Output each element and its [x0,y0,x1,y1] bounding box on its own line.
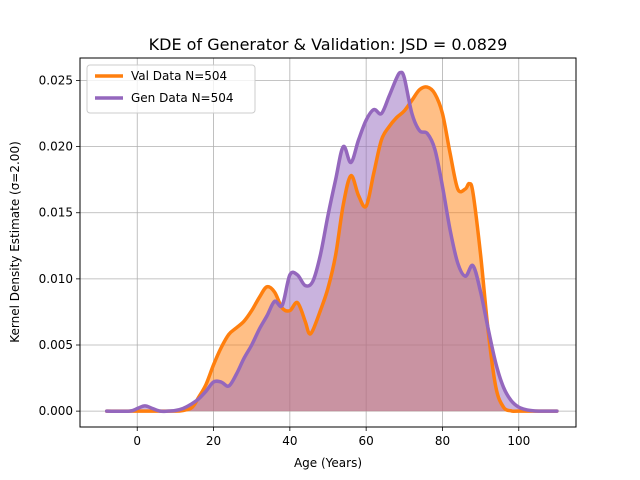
y-axis-label: Kernel Density Estimate (σ=2.00) [8,141,22,343]
x-axis-label: Age (Years) [294,456,362,470]
x-tick-label: 40 [282,434,297,448]
x-tick-label: 60 [359,434,374,448]
y-tick-label: 0.025 [39,73,73,87]
gen-series-line [104,70,559,414]
gen-series-fill [106,72,557,412]
y-axis-ticks: 0.000 0.005 0.010 0.015 0.020 0.025 [39,73,80,418]
legend: Val Data N=504 Gen Data N=504 [86,64,256,114]
x-axis-ticks: 0 20 40 60 80 100 [133,427,530,448]
axes-frame [79,57,577,428]
legend-label-gen: Gen Data N=504 [131,91,234,105]
series-fills [106,72,557,412]
y-tick-label: 0.000 [39,404,73,418]
legend-label-val: Val Data N=504 [131,69,227,83]
val-series-line [104,85,559,413]
chart-title: KDE of Generator & Validation: JSD = 0.0… [149,35,508,54]
x-tick-label: 20 [206,434,221,448]
x-tick-label: 100 [507,434,530,448]
legend-box [86,64,256,114]
series-lines [104,70,559,414]
x-tick-label: 0 [133,434,141,448]
y-tick-label: 0.015 [39,206,73,220]
y-tick-label: 0.020 [39,140,73,154]
y-tick-label: 0.005 [39,338,73,352]
x-tick-label: 80 [435,434,450,448]
y-tick-label: 0.010 [39,272,73,286]
